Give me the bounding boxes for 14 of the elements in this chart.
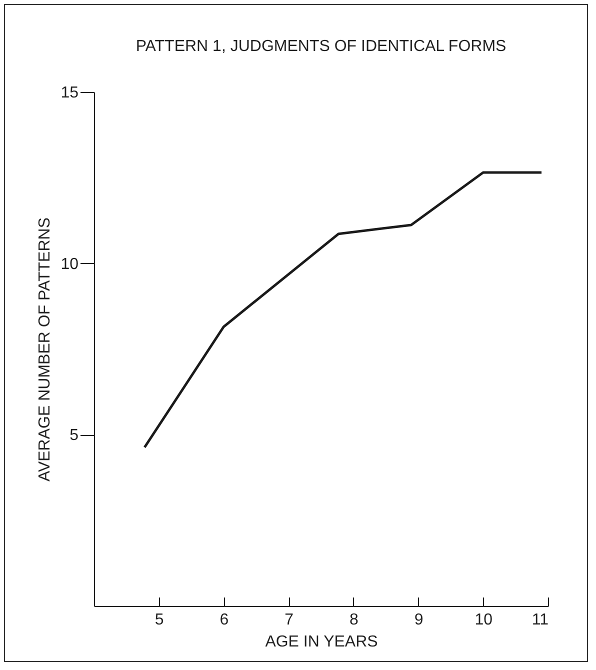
x-tick-label: 11 xyxy=(532,612,549,628)
x-tick-label: 9 xyxy=(414,612,424,628)
y-tick-label: 10 xyxy=(60,256,79,273)
x-tick-label: 10 xyxy=(474,612,493,628)
x-tick-label: 7 xyxy=(284,612,294,628)
y-tick-label: 15 xyxy=(60,84,79,102)
x-tick-label: 8 xyxy=(349,612,358,628)
line-series xyxy=(143,171,543,449)
y-axis-title: AVERAGE NUMBER OF PATTERNS xyxy=(36,217,54,482)
y-tick-label: 5 xyxy=(70,427,79,444)
x-tick-label: 5 xyxy=(154,612,164,628)
x-axis-title: AGE IN YEARS xyxy=(265,634,378,650)
chart-title: PATTERN 1, JUDGMENTS OF IDENTICAL FORMS xyxy=(136,38,506,55)
x-tick-label: 6 xyxy=(220,612,229,628)
